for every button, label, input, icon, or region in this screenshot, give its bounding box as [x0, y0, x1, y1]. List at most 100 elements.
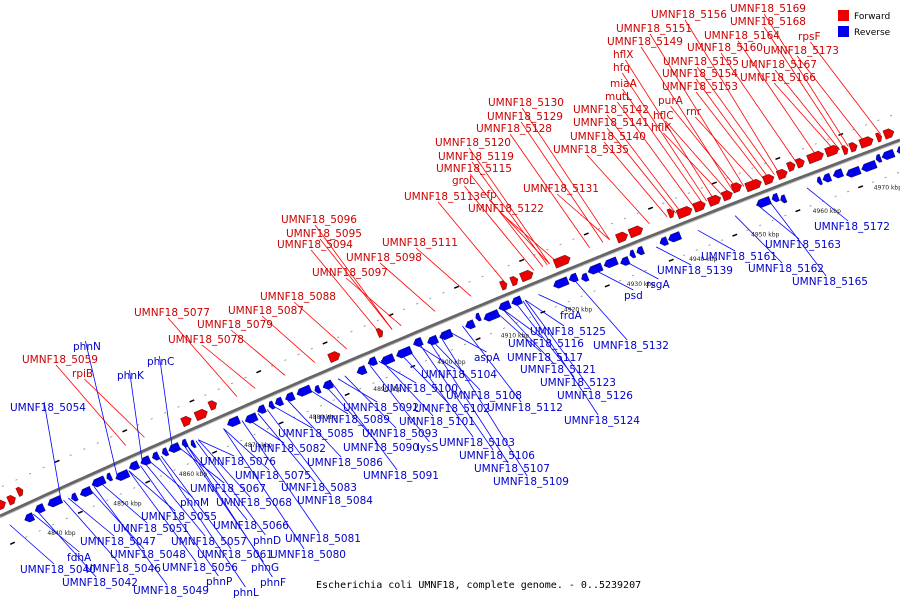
- reverse-leader-line: [129, 369, 144, 465]
- forward-gene-arrow: [509, 276, 519, 287]
- forward-leader-line: [230, 329, 286, 376]
- forward-gene-arrow: [848, 142, 858, 153]
- minor-tick-upper: [24, 536, 28, 538]
- forward-gene-arrow: [806, 150, 824, 165]
- minor-tick-upper: [52, 523, 55, 526]
- reverse-leader-line: [417, 344, 456, 370]
- reverse-gene-label: UMNF18_5100: [382, 383, 458, 395]
- forward-leader-line: [763, 26, 845, 149]
- reverse-gene-label: UMNF18_5051: [113, 523, 189, 535]
- forward-leader-line: [774, 69, 840, 151]
- reverse-gene-arrow: [439, 328, 454, 340]
- reverse-leader-line: [223, 428, 270, 471]
- reverse-gene-label: UMNF18_5054: [10, 402, 86, 414]
- forward-leader-line: [84, 378, 145, 438]
- reverse-gene-arrow: [24, 512, 36, 523]
- reverse-gene-arrow: [756, 196, 772, 208]
- minor-tick-lower: [700, 187, 703, 189]
- reverse-leader-line: [63, 499, 120, 564]
- reverse-leader-line: [337, 378, 378, 403]
- minor-tick-upper: [450, 349, 454, 351]
- reverse-leader-line: [697, 229, 736, 252]
- reverse-gene-arrow: [257, 404, 267, 414]
- reverse-gene-arrow: [629, 249, 637, 259]
- forward-gene-label: UMNF18_5097: [312, 267, 388, 279]
- forward-gene-label: UMNF18_5119: [438, 151, 514, 163]
- minor-tick-lower: [572, 238, 575, 241]
- minor-tick-upper: [515, 321, 519, 324]
- minor-tick-upper: [463, 343, 467, 346]
- reverse-leader-line: [88, 488, 145, 550]
- forward-leader-line: [670, 105, 738, 190]
- minor-tick-lower: [559, 243, 562, 246]
- minor-tick-lower: [610, 222, 614, 225]
- reverse-leader-line: [398, 352, 449, 404]
- reverse-gene-arrow: [129, 460, 141, 471]
- minor-tick-lower: [83, 448, 86, 450]
- minor-tick-lower: [453, 285, 460, 289]
- reverse-leader-line: [502, 308, 543, 339]
- forward-leader-line: [810, 41, 882, 135]
- reverse-leader-line: [128, 470, 197, 563]
- minor-tick-upper: [554, 305, 557, 308]
- reverse-gene-arrow: [356, 365, 368, 376]
- minor-tick-lower: [468, 281, 471, 283]
- forward-leader-line: [621, 72, 708, 202]
- reverse-gene-arrow: [380, 353, 396, 365]
- minor-tick-upper: [38, 529, 41, 532]
- minor-tick-lower: [270, 365, 274, 367]
- forward-gene-label: UMNF18_5079: [197, 319, 273, 331]
- forward-gene-arrow: [615, 231, 628, 244]
- forward-gene-arrow: [499, 280, 508, 291]
- forward-leader-line: [319, 238, 393, 330]
- minor-tick-lower: [519, 258, 525, 262]
- reverse-gene-label: UMNF18_5093: [362, 428, 438, 440]
- forward-gene-label: UMNF18_5111: [382, 237, 458, 249]
- reverse-gene-arrow: [603, 256, 619, 269]
- reverse-leader-line: [287, 400, 342, 458]
- minor-tick-lower: [877, 119, 880, 122]
- reverse-gene-label: UMNF18_5165: [792, 276, 868, 288]
- forward-leader-line: [167, 317, 238, 397]
- forward-gene-label: mutL: [605, 91, 632, 103]
- minor-tick-upper: [359, 387, 362, 390]
- reverse-leader-line: [85, 340, 118, 477]
- reverse-leader-line: [330, 381, 398, 471]
- reverse-leader-line: [223, 428, 305, 550]
- genome-caption: Escherichia coli UMNF18, complete genome…: [316, 580, 641, 591]
- label-leader-lines: [9, 13, 882, 588]
- minor-tick-upper: [159, 475, 163, 477]
- forward-leader-line: [720, 52, 799, 166]
- minor-tick-upper: [119, 493, 122, 495]
- reverse-leader-line: [758, 206, 800, 240]
- minor-tick-upper: [65, 517, 68, 520]
- minor-tick-upper: [809, 205, 812, 207]
- forward-leader-line: [617, 101, 694, 207]
- forward-gene-label: rnr: [686, 106, 702, 118]
- reverse-gene-label: UMNF18_5076: [200, 456, 276, 468]
- reverse-gene-label: UMNF18_5068: [216, 497, 292, 509]
- minor-tick-lower: [827, 138, 830, 140]
- minor-tick-lower: [598, 227, 601, 230]
- reverse-gene-label: lysS: [417, 442, 439, 454]
- reverse-gene-label: UMNF18_5084: [297, 495, 373, 507]
- minor-tick-lower: [256, 369, 262, 374]
- reverse-gene-label: UMNF18_5163: [765, 239, 841, 251]
- minor-tick-lower: [675, 197, 678, 199]
- forward-gene-label: UMNF18_5155: [663, 56, 739, 68]
- reverse-gene-label: fdhA: [67, 552, 92, 564]
- reverse-leader-line: [195, 440, 266, 536]
- reverse-gene-label: phnP: [206, 576, 232, 588]
- minor-tick-upper: [746, 229, 749, 232]
- minor-tick-lower: [110, 436, 113, 438]
- reverse-gene-label: UMNF18_5067: [190, 483, 266, 495]
- minor-tick-upper: [795, 209, 801, 213]
- reverse-gene-label: UMNF18_5086: [307, 457, 383, 469]
- reverse-leader-line: [419, 343, 494, 451]
- reverse-gene-label: UMNF18_5172: [814, 221, 890, 233]
- reverse-gene-label: phnG: [251, 562, 279, 574]
- reverse-gene-label: UMNF18_5040: [20, 564, 96, 576]
- minor-tick-lower: [889, 114, 893, 117]
- reverse-gene-label: UMNF18_5089: [314, 414, 390, 426]
